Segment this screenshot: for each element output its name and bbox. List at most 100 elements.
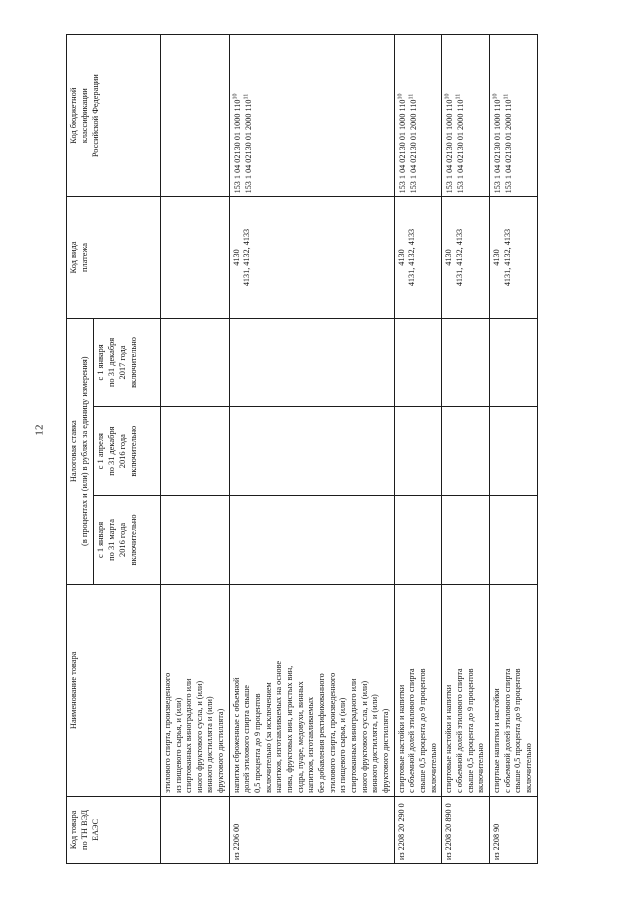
col-header-tnved-code: Код товара по ТН ВЭД ЕАЭС xyxy=(66,795,161,863)
col-header-tax-rate-group: Налоговая ставка (в процентах и (или) в … xyxy=(66,317,94,584)
goods-name-line: спиртованных виноградного или xyxy=(184,678,194,793)
excise-rates-table: Код товара по ТН ВЭД ЕАЭС Наименование т… xyxy=(66,34,538,864)
cell-tax-rate-period-3 xyxy=(160,317,230,407)
cell-payment-type-code: 4130 4131, 4132, 4133 xyxy=(394,196,442,318)
cell-tax-rate-period-3 xyxy=(229,317,395,407)
cell-tnved-code: из 2208 90 xyxy=(489,795,537,863)
goods-name-line: иного фруктового сусла, и (или) xyxy=(359,680,369,793)
goods-name-line: спиртовые настойки и напитки xyxy=(396,684,406,793)
cell-tax-rate-period-1 xyxy=(489,495,537,584)
kbk-footnote-marker: 11 xyxy=(407,93,414,100)
goods-name-line: с объемной долей этилового спирта xyxy=(407,667,417,793)
goods-name-line: фруктового дистиллята) xyxy=(216,708,226,793)
payment-code-line: 4130 xyxy=(491,248,501,266)
cell-goods-name: напитки сброженные с объемной долей этило… xyxy=(229,583,395,796)
payment-code-line: 4130 xyxy=(396,248,406,266)
cell-tax-rate-period-2 xyxy=(441,406,490,496)
cell-goods-name: этилового спирта, произведенного из пищев… xyxy=(160,583,230,796)
cell-tax-rate-period-1 xyxy=(160,495,230,584)
kbk-footnote-marker: 10 xyxy=(396,93,403,100)
goods-name-line: свыше 0,5 процента до 9 процентов xyxy=(417,667,427,793)
cell-tax-rate-period-3 xyxy=(441,317,490,407)
cell-kbk: 153 1 04 02130 01 1000 11010 153 1 04 021… xyxy=(229,34,395,197)
cell-goods-name: спиртные напитки и настойки с объемной до… xyxy=(489,583,537,796)
goods-name-line: спиртованных виноградного или xyxy=(349,678,358,793)
payment-code-line: 4131, 4132, 4133 xyxy=(502,228,512,286)
goods-name-line: этилового спирта, произведенного xyxy=(162,672,172,793)
kbk-footnote-marker: 11 xyxy=(455,93,462,100)
kbk-footnote-marker: 11 xyxy=(503,93,510,100)
col-header-rate-period-2: с 1 апреля по 31 декабря 2016 года включ… xyxy=(93,406,161,496)
kbk-line: 153 1 04 02130 01 1000 11010 xyxy=(444,93,455,193)
col-header-kbk: Код бюджетной классификации Российской Ф… xyxy=(66,34,161,197)
cell-tax-rate-period-2 xyxy=(394,406,442,496)
goods-name-line: с объемной долей этилового спирта xyxy=(502,667,512,793)
col-header-goods-name: Наименование товара xyxy=(66,583,161,796)
cell-tnved-code: из 2206 00 xyxy=(229,795,395,863)
col-header-rate-period-1: с 1 января по 31 марта 2016 года включит… xyxy=(93,495,161,584)
goods-name-line: напитки сброженные с объемной xyxy=(231,677,241,793)
kbk-line: 153 1 04 02130 01 1000 11010 xyxy=(232,93,242,193)
kbk-footnote-marker: 11 xyxy=(243,93,250,100)
cell-tax-rate-period-3 xyxy=(394,317,442,407)
cell-kbk: 153 1 04 02130 01 1000 11010 153 1 04 021… xyxy=(394,34,442,197)
kbk-line: 153 1 04 02130 01 2000 11011 xyxy=(243,93,253,193)
goods-name-line: включительно xyxy=(523,742,533,793)
cell-goods-name: спиртовые настойки и напитки с объемной д… xyxy=(441,583,490,796)
kbk-footnote-marker: 10 xyxy=(232,93,239,100)
kbk-line: 153 1 04 02130 01 2000 11011 xyxy=(455,93,466,193)
cell-tax-rate-period-3 xyxy=(489,317,537,407)
goods-name-line: напитков, изготавливаемых на основе xyxy=(274,660,284,793)
cell-kbk: 153 1 04 02130 01 1000 11010 153 1 04 021… xyxy=(441,34,490,197)
goods-name-line: 0,5 процента до 9 процентов xyxy=(253,692,263,793)
cell-payment-type-code xyxy=(160,196,230,318)
table-row: из 2208 20 290 0 спиртовые настойки и нап… xyxy=(394,34,442,863)
cell-payment-type-code: 4130 4131, 4132, 4133 xyxy=(489,196,537,318)
goods-name-line: свыше 0,5 процента до 9 процентов xyxy=(513,667,523,793)
cell-goods-name: спиртовые настойки и напитки с объемной д… xyxy=(394,583,442,796)
document-page-body: Код товара по ТН ВЭД ЕАЭС Наименование т… xyxy=(66,34,566,864)
cell-payment-type-code: 4130 4131, 4132, 4133 xyxy=(441,196,490,318)
goods-name-line: винного дистиллята, и (или) xyxy=(370,693,380,793)
goods-name-line: спиртные напитки и настойки xyxy=(491,687,501,793)
kbk-line: 153 1 04 02130 01 1000 11010 xyxy=(396,93,407,193)
goods-name-line: без добавления ректификованного xyxy=(317,672,327,793)
kbk-line: 153 1 04 02130 01 2000 11011 xyxy=(503,93,513,193)
goods-name-line: включительно (за исключением xyxy=(263,681,273,793)
cell-kbk xyxy=(160,34,230,197)
col-header-rate-period-3: с 1 января по 31 декабря 2017 года включ… xyxy=(93,317,161,407)
goods-name-line: с объемной долей этилового спирта xyxy=(454,667,464,793)
payment-code-line: 4131, 4132, 4133 xyxy=(242,228,252,286)
goods-name-line: винного дистиллята и (или) xyxy=(205,695,215,793)
goods-name-line: напитков, изготавливаемых xyxy=(306,696,316,793)
table-row: из 2208 20 890 0 спиртовые настойки и нап… xyxy=(441,34,490,863)
table-header: Код товара по ТН ВЭД ЕАЭС Наименование т… xyxy=(66,34,161,863)
cell-payment-type-code: 4130 4131, 4132, 4133 xyxy=(229,196,395,318)
cell-tnved-code: из 2208 20 290 0 xyxy=(394,795,442,863)
cell-tax-rate-period-2 xyxy=(489,406,537,496)
goods-name-line: включительно xyxy=(428,742,438,793)
table-body: этилового спирта, произведенного из пищев… xyxy=(160,34,537,863)
kbk-footnote-marker: 10 xyxy=(444,93,451,100)
goods-name-line: включительно xyxy=(476,742,486,793)
table-row: из 2206 00 напитки сброженные с объемной д… xyxy=(229,34,395,863)
kbk-line: 153 1 04 02130 01 2000 11011 xyxy=(407,93,418,193)
table-row: этилового спирта, произведенного из пищев… xyxy=(160,34,230,863)
goods-name-line: долей этилового спирта свыше xyxy=(242,684,252,793)
cell-tax-rate-period-1 xyxy=(441,495,490,584)
goods-name-line: иного фруктового сусла, и (или) xyxy=(194,680,204,793)
goods-name-line: фруктового дистиллята) xyxy=(380,708,390,793)
payment-code-line: 4131, 4132, 4133 xyxy=(407,228,417,286)
table-row: из 2208 90 спиртные напитки и настойки с о… xyxy=(489,34,537,863)
cell-tax-rate-period-2 xyxy=(229,406,395,496)
kbk-footnote-marker: 10 xyxy=(492,93,499,100)
goods-name-line: из пищевого сырья, и (или) xyxy=(173,697,183,793)
goods-name-line: пива, фруктовых вин, игристых вин, xyxy=(285,665,295,793)
goods-name-line: свыше 0,5 процента до 9 процентов xyxy=(465,667,475,793)
cell-kbk: 153 1 04 02130 01 1000 11010 153 1 04 021… xyxy=(489,34,537,197)
cell-tnved-code xyxy=(160,795,230,863)
cell-tnved-code: из 2208 20 890 0 xyxy=(441,795,490,863)
kbk-line: 153 1 04 02130 01 1000 11010 xyxy=(492,93,502,193)
payment-code-line: 4130 xyxy=(444,248,454,266)
cell-tax-rate-period-1 xyxy=(394,495,442,584)
